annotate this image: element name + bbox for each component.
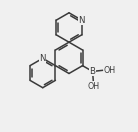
Text: N: N: [39, 54, 46, 63]
Text: OH: OH: [87, 82, 99, 91]
Text: B: B: [90, 67, 96, 76]
Text: OH: OH: [104, 66, 116, 75]
Text: N: N: [79, 16, 85, 25]
